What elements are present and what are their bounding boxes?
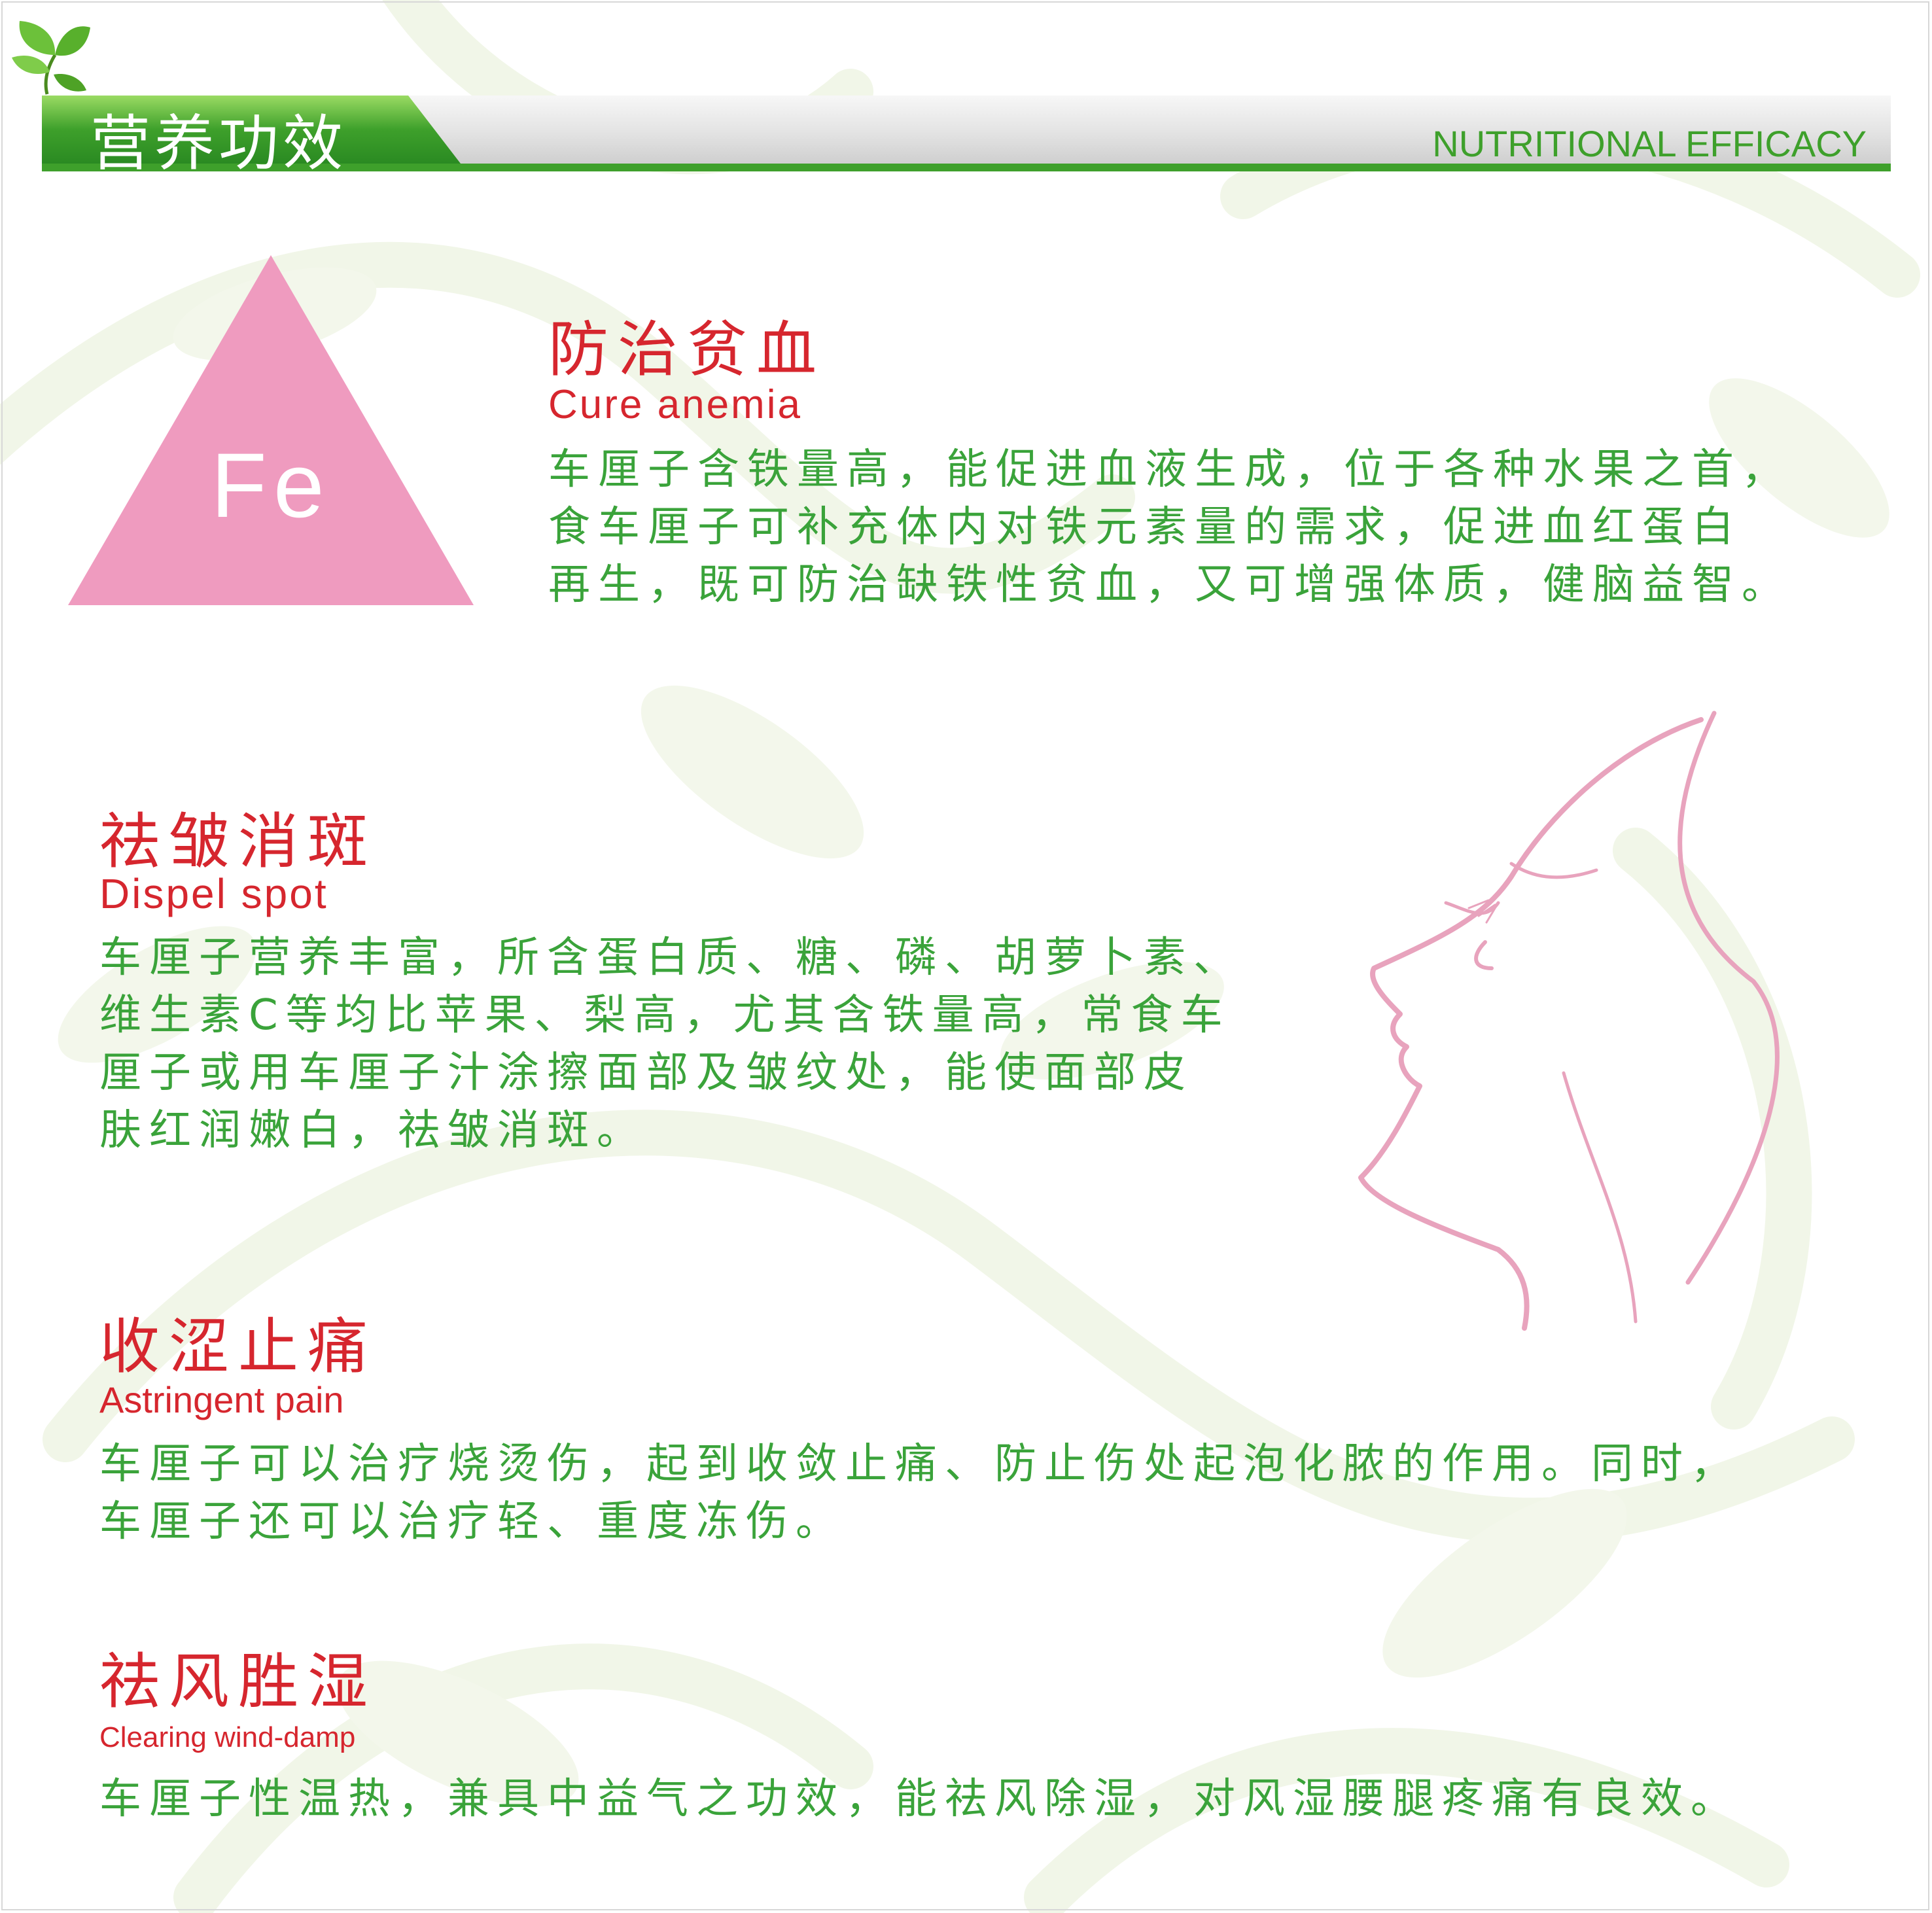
section-damp-subtitle: Clearing wind-damp bbox=[99, 1721, 356, 1753]
iron-symbol: Fe bbox=[211, 434, 330, 536]
section-pain-title: 收涩止痛 bbox=[99, 1312, 378, 1382]
section-pain-subtitle: Astringent pain bbox=[99, 1379, 344, 1420]
section-damp-title: 祛风胜湿 bbox=[99, 1647, 378, 1717]
section-spot-body: 车厘子营养丰富，所含蛋白质、糖、磷、胡萝卜素、 维生素C等均比苹果、梨高，尤其含… bbox=[99, 934, 1243, 1155]
face-profile-illustration bbox=[1358, 711, 1780, 1331]
header-subtitle: NUTRITIONAL EFFICACY bbox=[1432, 123, 1867, 164]
section-pain-body: 车厘子可以治疗烧烫伤，起到收敛止痛、防止伤处起泡化脓的作用。同时， 车厘子还可以… bbox=[99, 1440, 1740, 1546]
section-anemia-body: 车厘子含铁量高，能促进血液生成，位于各种水果之首， 食车厘子可补充体内对铁元素量… bbox=[548, 446, 1791, 609]
section-spot-title: 祛皱消斑 bbox=[99, 807, 378, 877]
section-anemia-subtitle: Cure anemia bbox=[548, 382, 802, 427]
leaf-logo-icon bbox=[12, 21, 90, 95]
header-banner bbox=[42, 96, 1891, 171]
header-title: 营养功效 bbox=[90, 109, 347, 179]
section-spot-subtitle: Dispel spot bbox=[99, 870, 328, 917]
iron-triangle-badge: Fe bbox=[68, 255, 474, 605]
section-damp-body: 车厘子性温热，兼具中益气之功效，能祛风除湿，对风湿腰腿疼痛有良效。 bbox=[99, 1775, 1740, 1823]
section-anemia-title: 防治贫血 bbox=[548, 315, 826, 385]
